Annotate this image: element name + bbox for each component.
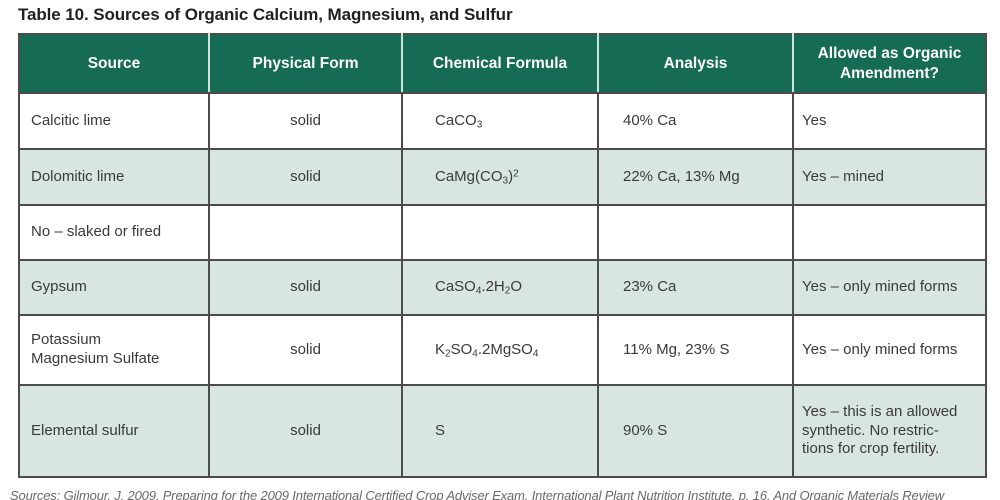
cell-analysis: 23% Ca	[597, 259, 794, 316]
table-row-slaked-or-fired: No – slaked or fired	[18, 204, 987, 261]
table-body: Calcitic lime solid CaCO3 40% Ca Yes Dol…	[18, 92, 987, 478]
cell-physical-form: solid	[208, 148, 403, 206]
cell-physical-form: solid	[208, 92, 403, 150]
cell-allowed: Yes – only mined forms	[792, 259, 987, 316]
col-header-chemical-formula: Chemical Formula	[401, 34, 598, 94]
cell-allowed: Yes	[792, 92, 987, 150]
cell-chemical-formula: K2SO4.2MgSO4	[401, 314, 599, 386]
cell-source: Gypsum	[18, 259, 210, 316]
col-header-physical-form: Physical Form	[208, 34, 402, 94]
table-row-gypsum: Gypsum solid CaSO4.2H2O 23% Ca Yes – onl…	[18, 259, 987, 316]
cell-physical-form: solid	[208, 314, 403, 386]
table-header: Source Physical Form Chemical Formula An…	[19, 34, 986, 94]
col-header-analysis: Analysis	[597, 34, 793, 94]
table-row-dolomitic-lime: Dolomitic lime solid CaMg(CO3)2 22% Ca, …	[18, 148, 987, 206]
col-header-source: Source	[19, 34, 209, 94]
cell-source: No – slaked or fired	[18, 204, 210, 261]
cell-analysis: 40% Ca	[597, 92, 794, 150]
cell-analysis: 11% Mg, 23% S	[597, 314, 794, 386]
header-row: Source Physical Form Chemical Formula An…	[19, 34, 986, 94]
cell-allowed: Yes – only mined forms	[792, 314, 987, 386]
cell-chemical-formula: CaMg(CO3)2	[401, 148, 599, 206]
cell-source: Calcitic lime	[18, 92, 210, 150]
cell-chemical-formula: CaSO4.2H2O	[401, 259, 599, 316]
cell-source: Dolomitic lime	[18, 148, 210, 206]
col-header-allowed: Allowed as Organic Amendment?	[792, 34, 986, 94]
cell-physical-form: solid	[208, 259, 403, 316]
source-citation: Sources: Gilmour, J. 2009. Preparing for…	[10, 488, 944, 500]
cell-analysis	[597, 204, 794, 261]
cell-physical-form	[208, 204, 403, 261]
cell-allowed: Yes – this is an allowed synthetic. No r…	[792, 384, 987, 478]
table-row-potassium-magnesium-sulfate: Potassium Magnesium Sulfate solid K2SO4.…	[18, 314, 987, 386]
cell-allowed: Yes – mined	[792, 148, 987, 206]
cell-analysis: 90% S	[597, 384, 794, 478]
cell-physical-form: solid	[208, 384, 403, 478]
table-row-elemental-sulfur: Elemental sulfur solid S 90% S Yes – thi…	[18, 384, 987, 478]
cell-allowed	[792, 204, 987, 261]
organic-sources-table: Source Physical Form Chemical Formula An…	[18, 33, 987, 478]
cell-source: Elemental sulfur	[18, 384, 210, 478]
cell-chemical-formula: CaCO3	[401, 92, 599, 150]
cell-analysis: 22% Ca, 13% Mg	[597, 148, 794, 206]
table-title: Table 10. Sources of Organic Calcium, Ma…	[18, 5, 513, 24]
cell-source: Potassium Magnesium Sulfate	[18, 314, 210, 386]
table-row-calcitic-lime: Calcitic lime solid CaCO3 40% Ca Yes	[18, 92, 987, 150]
cell-chemical-formula	[401, 204, 599, 261]
cell-chemical-formula: S	[401, 384, 599, 478]
